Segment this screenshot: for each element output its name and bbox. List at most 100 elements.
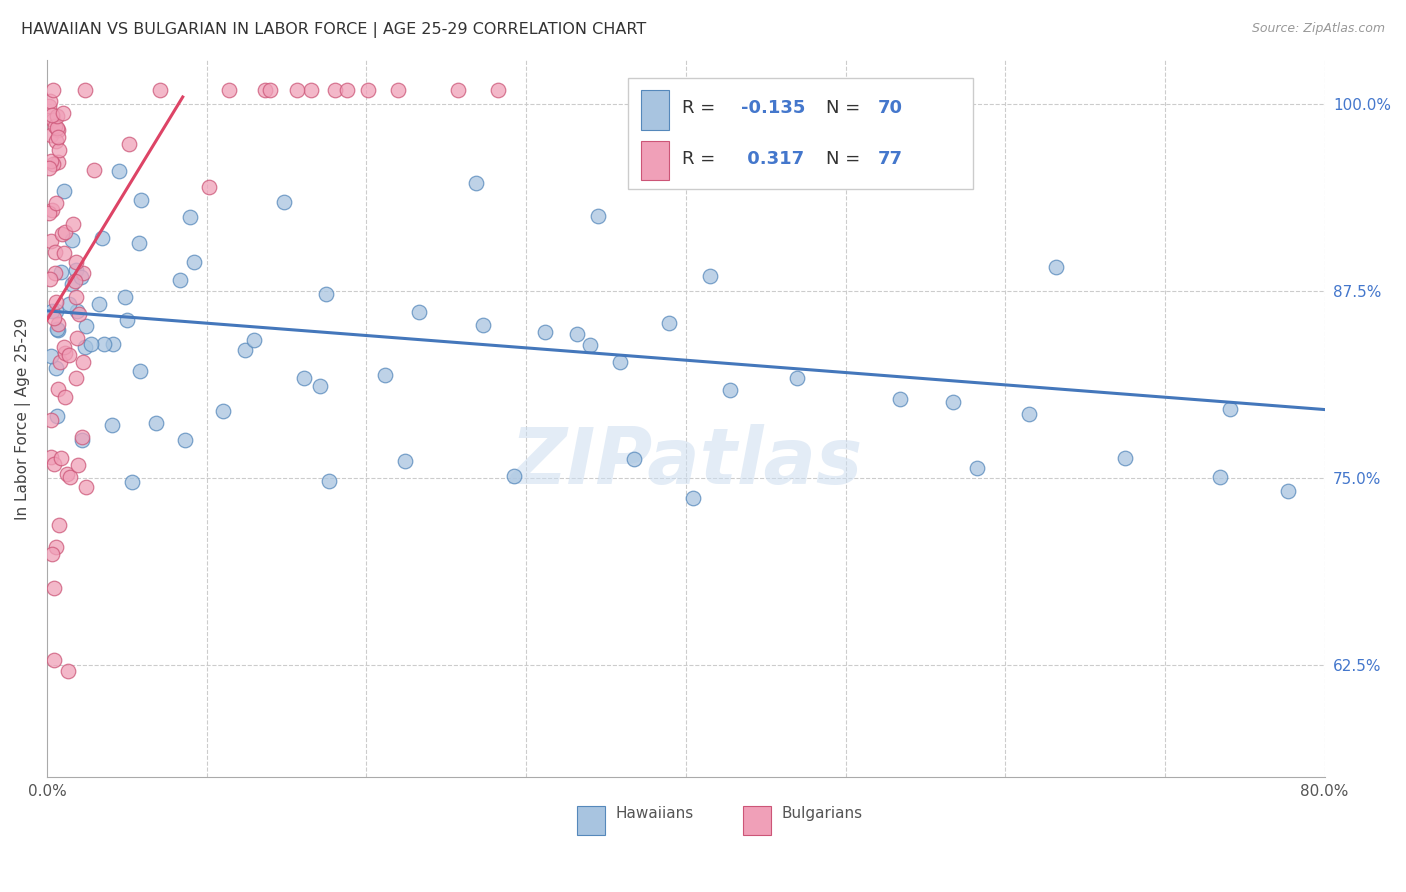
Point: [309, 379, 332, 393]
Point: [699, 269, 721, 284]
Point: [46, 155, 69, 169]
Text: ZIPatlas: ZIPatlas: [510, 424, 862, 500]
Point: [67, 458, 90, 473]
Point: [117, 136, 139, 151]
Point: [66, 331, 89, 345]
Point: [60, 277, 83, 291]
Point: [69, 270, 91, 285]
Point: [233, 343, 256, 357]
Text: 77: 77: [877, 150, 903, 168]
Point: [889, 392, 911, 406]
Point: [48, 355, 70, 369]
Text: 70: 70: [877, 99, 903, 118]
Point: [39, 153, 62, 168]
Point: [129, 193, 152, 207]
Point: [55, 225, 77, 239]
Point: [464, 176, 486, 190]
Point: [259, 82, 281, 96]
Point: [51, 227, 73, 241]
Point: [39, 272, 62, 286]
Point: [44, 120, 66, 134]
FancyBboxPatch shape: [628, 78, 973, 189]
Point: [58, 296, 80, 310]
FancyBboxPatch shape: [744, 806, 772, 835]
Point: [52, 246, 75, 260]
Point: [486, 82, 509, 96]
Point: [357, 82, 380, 96]
Point: [718, 383, 741, 397]
Point: [45, 540, 67, 554]
Point: [609, 355, 631, 369]
Point: [45, 361, 67, 376]
Point: [65, 371, 87, 385]
Point: [45, 295, 67, 310]
Point: [42, 311, 65, 326]
Point: [169, 273, 191, 287]
Point: [1209, 470, 1232, 484]
Point: [1277, 484, 1299, 499]
Point: [1114, 450, 1136, 465]
Point: [80, 337, 103, 351]
Point: [145, 417, 167, 431]
Point: [56, 467, 79, 481]
Point: [39, 412, 62, 426]
Point: [42, 157, 65, 171]
Point: [42, 653, 65, 667]
Point: [623, 452, 645, 467]
Point: [41, 450, 63, 465]
Point: [174, 433, 197, 447]
Point: [108, 163, 131, 178]
Point: [45, 409, 67, 423]
Point: [59, 470, 82, 484]
Point: [46, 122, 69, 136]
Point: [121, 475, 143, 489]
Text: R =: R =: [682, 99, 721, 118]
FancyBboxPatch shape: [641, 90, 669, 130]
Point: [586, 209, 609, 223]
Point: [101, 336, 124, 351]
Text: 0.317: 0.317: [741, 150, 804, 168]
Point: [53, 345, 76, 359]
Point: [65, 254, 87, 268]
Text: R =: R =: [682, 150, 721, 168]
Point: [52, 184, 75, 198]
Text: N =: N =: [827, 99, 866, 118]
Point: [179, 210, 201, 224]
Text: Bulgarians: Bulgarians: [782, 805, 863, 821]
Point: [45, 304, 67, 318]
Point: [58, 348, 80, 362]
Point: [45, 108, 67, 122]
Point: [942, 395, 965, 409]
Point: [55, 390, 77, 404]
Point: [65, 274, 87, 288]
Point: [46, 318, 69, 332]
Point: [56, 664, 79, 678]
Point: [243, 333, 266, 347]
Point: [183, 255, 205, 269]
Point: [52, 340, 75, 354]
Point: [786, 371, 808, 385]
Point: [1219, 402, 1241, 417]
Point: [83, 163, 105, 178]
Point: [578, 338, 600, 352]
Text: -0.135: -0.135: [741, 99, 806, 118]
Point: [49, 450, 72, 465]
Point: [45, 134, 67, 148]
Point: [315, 287, 337, 301]
Point: [534, 326, 557, 340]
Point: [41, 304, 63, 318]
Point: [38, 205, 60, 219]
Point: [70, 433, 93, 447]
Point: [336, 82, 359, 96]
Point: [318, 474, 340, 488]
Point: [394, 454, 416, 468]
Point: [129, 364, 152, 378]
Point: [39, 95, 62, 109]
Point: [387, 82, 409, 96]
Point: [471, 318, 494, 333]
FancyBboxPatch shape: [641, 141, 669, 180]
Point: [273, 195, 295, 210]
Point: [254, 82, 277, 96]
Point: [67, 307, 90, 321]
Point: [285, 82, 308, 96]
